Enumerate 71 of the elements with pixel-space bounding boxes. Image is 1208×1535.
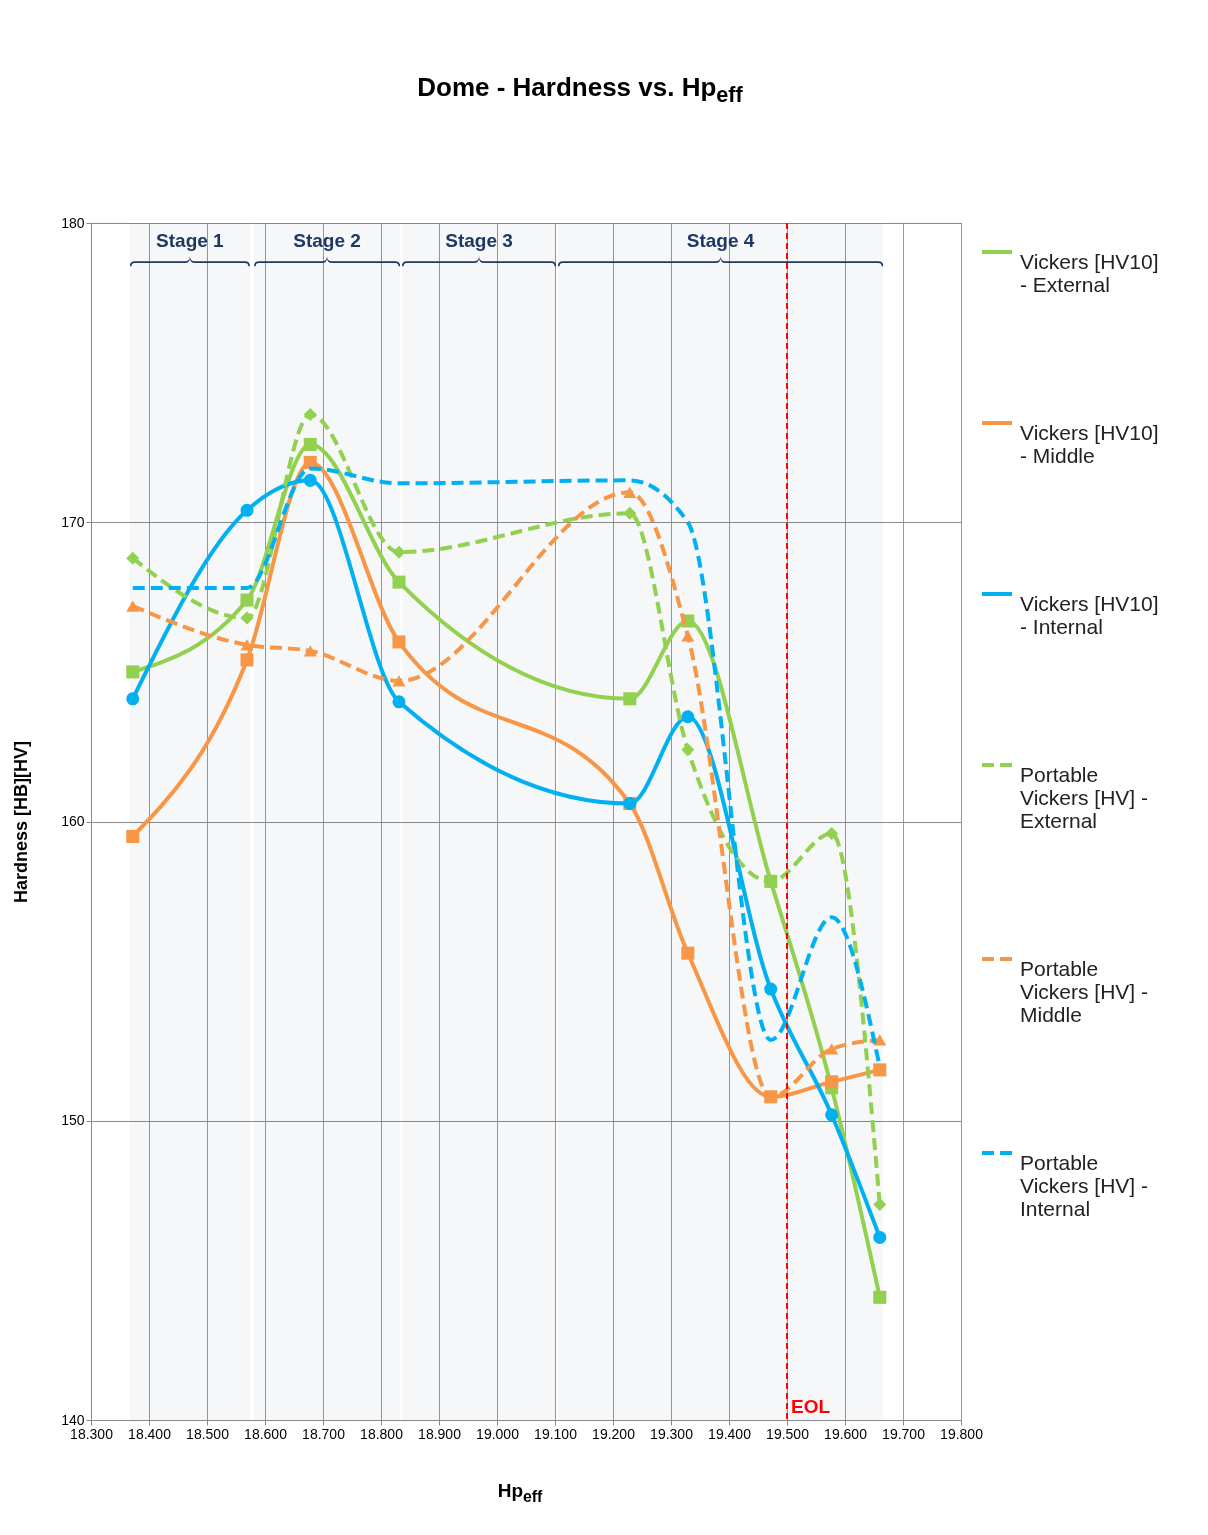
point (825, 1075, 839, 1089)
point (126, 600, 140, 612)
point (303, 437, 317, 451)
legend-label: Portable Vickers [HV] - Middle (1020, 957, 1148, 1026)
x-axis-title: Hp$_{eff}$ (496, 1480, 544, 1506)
ref-line-label: EOL (791, 1396, 831, 1417)
point (681, 946, 695, 960)
x-tick-label: 18.500 (186, 1425, 230, 1442)
point (240, 593, 254, 607)
point (681, 743, 695, 757)
point (681, 710, 695, 724)
point (392, 635, 406, 649)
point (240, 611, 254, 625)
y-tick-label: 150 (61, 1112, 85, 1129)
x-tick-label: 18.600 (244, 1425, 288, 1442)
point (126, 829, 140, 843)
point (303, 473, 317, 487)
y-axis-title: Hardness [HB][HV] (11, 740, 32, 904)
point (392, 675, 406, 687)
band-label: Stage 4 (686, 230, 755, 252)
legend-label: Portable Vickers [HV] - External (1020, 763, 1148, 832)
point (873, 1034, 887, 1046)
y-tick-label: 170 (61, 513, 85, 530)
y-tick-label: 180 (61, 214, 85, 231)
x-tick-label: 19.700 (882, 1425, 926, 1442)
x-tick-label: 19.500 (766, 1425, 810, 1442)
point (825, 1043, 839, 1055)
point (303, 408, 317, 422)
point (764, 982, 778, 996)
legend-label: Portable Vickers [HV] - Internal (1020, 1151, 1148, 1220)
band-label: Stage 2 (293, 230, 361, 252)
y-tick-label: 140 (61, 1411, 85, 1428)
chart-title: Dome - Hardness vs. Hp$_{eff}$ (416, 72, 744, 109)
point (126, 692, 140, 706)
point (126, 665, 140, 679)
point (623, 486, 637, 498)
point (126, 551, 140, 565)
x-tick-label: 18.400 (128, 1425, 172, 1442)
x-tick-label: 19.100 (534, 1425, 578, 1442)
point (873, 1290, 887, 1304)
x-tick-label: 19.000 (476, 1425, 520, 1442)
y-tick-label: 160 (61, 813, 85, 829)
x-tick-label: 19.300 (650, 1425, 694, 1442)
legend-label: Vickers [HV10] - External (1020, 250, 1159, 296)
point (825, 1108, 839, 1122)
x-tick-label: 18.800 (360, 1425, 404, 1442)
point (392, 575, 406, 589)
point (392, 695, 406, 709)
x-tick-label: 18.700 (302, 1425, 346, 1442)
point (825, 826, 839, 840)
point (873, 1063, 887, 1077)
legend-label: Vickers [HV10] - Internal (1020, 592, 1159, 638)
band-label: Stage 3 (445, 230, 513, 252)
x-tick-label: 18.900 (418, 1425, 462, 1442)
point (240, 639, 254, 651)
point (303, 645, 317, 657)
x-tick-label: 19.600 (824, 1425, 868, 1442)
point (623, 692, 637, 706)
point (873, 1230, 887, 1244)
point (623, 506, 637, 520)
point (873, 1198, 887, 1212)
point (240, 503, 254, 517)
point (240, 653, 254, 667)
x-tick-label: 18.300 (70, 1425, 114, 1442)
legend-label: Vickers [HV10] - Middle (1020, 421, 1159, 467)
band-label: Stage 1 (156, 230, 225, 252)
x-tick-label: 19.800 (940, 1425, 984, 1442)
x-tick-label: 19.200 (592, 1425, 636, 1442)
x-tick-label: 19.400 (708, 1425, 752, 1442)
point (392, 545, 406, 559)
point (681, 630, 695, 642)
